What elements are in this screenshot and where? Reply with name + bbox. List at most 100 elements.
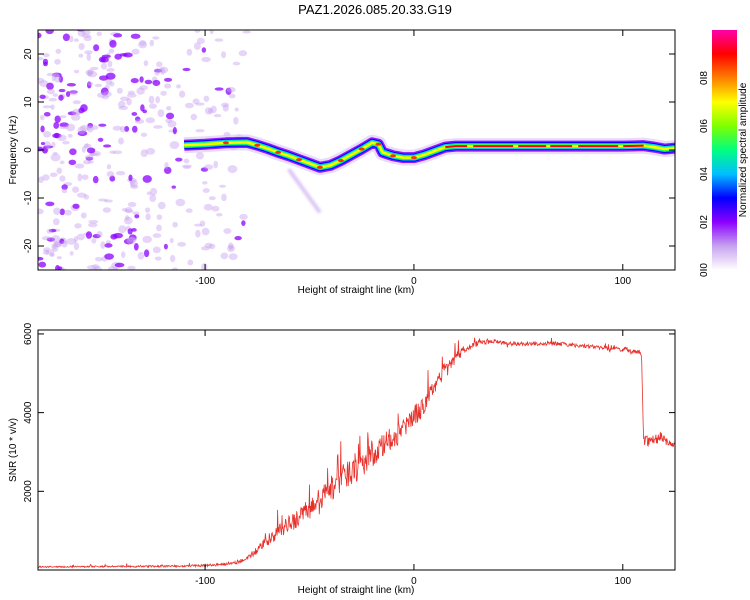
noise-speckle [52, 93, 59, 97]
noise-speckle [39, 114, 45, 121]
noise-speckle [96, 31, 102, 37]
noise-speckle [87, 160, 94, 164]
noise-speckle [171, 185, 176, 189]
noise-speckle [152, 79, 161, 87]
noise-speckle [118, 225, 127, 234]
noise-speckle [57, 266, 63, 270]
noise-speckle [227, 244, 235, 253]
noise-speckle [97, 92, 106, 98]
y-tick-label: -20 [23, 238, 34, 253]
noise-speckle [100, 62, 108, 70]
noise-speckle [193, 42, 201, 50]
noise-speckle [74, 163, 85, 169]
noise-speckle [156, 214, 163, 220]
noise-speckle [149, 39, 155, 47]
noise-speckle [87, 68, 94, 75]
noise-speckle [163, 166, 172, 175]
noise-speckle [199, 220, 206, 227]
noise-speckle [182, 67, 191, 72]
x-tick-label: 0 [411, 576, 417, 587]
noise-speckle [144, 249, 150, 258]
noise-speckle [221, 102, 230, 108]
noise-speckle [52, 72, 62, 78]
noise-speckle [66, 82, 77, 87]
noise-speckle [101, 54, 111, 58]
noise-speckle [223, 228, 232, 234]
noise-speckle [163, 243, 168, 250]
noise-speckle [58, 75, 64, 83]
noise-speckle [83, 194, 90, 200]
x-tick-label: 100 [614, 576, 631, 587]
noise-speckle [131, 125, 138, 133]
x-tick-label: 0 [411, 276, 417, 287]
noise-speckle [142, 235, 152, 244]
noise-speckle [51, 74, 56, 82]
noise-speckle [40, 125, 45, 133]
noise-speckle [66, 237, 77, 245]
noise-speckle [208, 107, 214, 115]
snr-series-line [38, 337, 675, 569]
noise-speckle [164, 83, 172, 89]
noise-speckle [109, 81, 115, 87]
noise-speckle [126, 236, 136, 245]
noise-speckle [91, 125, 99, 130]
noise-speckle [109, 175, 116, 182]
noise-speckle [67, 133, 73, 138]
noise-speckle [172, 221, 178, 228]
noise-speckle [226, 86, 236, 93]
noise-speckle [219, 184, 226, 188]
snr-frame [37, 329, 676, 571]
noise-speckle [62, 140, 70, 145]
noise-speckle [87, 70, 98, 78]
noise-speckle [201, 227, 210, 236]
noise-speckle [94, 265, 102, 270]
noise-speckle [61, 188, 68, 194]
noise-speckle [169, 237, 174, 244]
noise-speckle [52, 244, 59, 252]
noise-speckle [201, 181, 208, 185]
noise-speckle [129, 179, 138, 188]
noise-speckle [100, 241, 106, 249]
noise-speckle [225, 87, 232, 95]
noise-speckle [64, 209, 72, 216]
noise-speckle [232, 61, 241, 66]
noise-speckle [61, 184, 68, 190]
noise-speckle [59, 122, 69, 128]
noise-speckle [54, 132, 60, 139]
noise-speckle [156, 224, 162, 232]
noise-speckle [186, 48, 193, 56]
noise-speckle [69, 35, 74, 43]
noise-speckle [42, 53, 50, 58]
noise-speckle [182, 165, 191, 170]
noise-speckle [118, 137, 124, 145]
noise-speckle [46, 72, 56, 77]
noise-speckle [92, 151, 101, 157]
noise-speckle [145, 147, 156, 155]
noise-speckle [55, 48, 62, 54]
noise-speckle [154, 68, 160, 76]
noise-speckle [78, 107, 85, 114]
noise-speckle [56, 134, 67, 142]
noise-speckle [164, 77, 173, 82]
noise-speckle [221, 193, 227, 202]
signal-track-peak [222, 141, 229, 145]
noise-speckle [123, 238, 134, 245]
noise-speckle [204, 164, 214, 170]
noise-speckle [201, 56, 211, 63]
noise-speckle [86, 265, 97, 270]
noise-speckle [86, 81, 92, 89]
noise-speckle [155, 96, 161, 104]
noise-speckle [124, 125, 130, 132]
noise-speckle [190, 113, 198, 121]
noise-speckle [125, 206, 133, 214]
colorbar-tick-label: 0.8 [699, 71, 710, 85]
noise-speckle [104, 243, 113, 248]
noise-speckle [176, 84, 181, 89]
noise-speckle [165, 112, 175, 120]
noise-speckle [172, 126, 177, 135]
noise-speckle [159, 67, 166, 75]
noise-speckle [142, 175, 152, 183]
noise-speckle [86, 126, 92, 131]
noise-speckle [38, 176, 44, 183]
